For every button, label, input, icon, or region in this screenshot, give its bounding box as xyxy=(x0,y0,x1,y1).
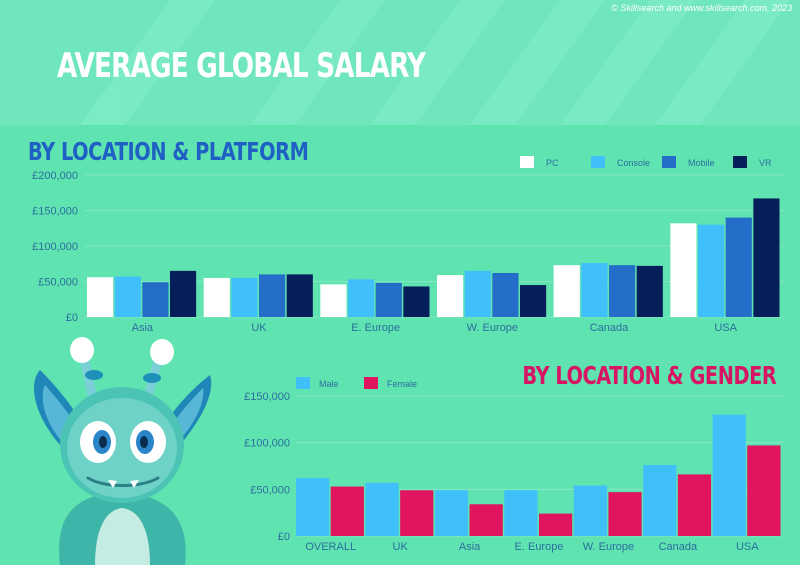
bar-e-europe-vr xyxy=(403,286,430,317)
bar-w-europe-pc xyxy=(437,275,464,317)
y-tick-label: £0 xyxy=(278,531,290,543)
y-tick-label: £50,000 xyxy=(250,484,290,496)
bar-usa-female xyxy=(747,445,781,536)
bar-e-europe-console xyxy=(348,279,375,317)
bar-w-europe-mobile xyxy=(492,272,519,317)
x-tick-label: USA xyxy=(714,322,737,334)
bar-e-europe-pc xyxy=(320,284,347,317)
bar-canada-pc xyxy=(553,265,580,317)
legend-label-vr: VR xyxy=(759,158,772,168)
x-tick-label: E. Europe xyxy=(515,541,564,553)
legend-label-female: Female xyxy=(387,379,417,389)
bar-e-europe-male xyxy=(504,490,538,536)
y-tick-label: £50,000 xyxy=(38,277,78,289)
legend-swatch-mobile xyxy=(662,156,676,168)
bar-w-europe-male xyxy=(573,485,607,536)
bar-uk-female xyxy=(400,490,434,536)
y-tick-label: £0 xyxy=(66,312,78,324)
bar-canada-female xyxy=(677,474,712,536)
bar-uk-male xyxy=(365,482,399,536)
bar-e-europe-mobile xyxy=(375,282,402,317)
bar-asia-mobile xyxy=(142,282,169,317)
bar-usa-vr xyxy=(753,198,780,317)
bar-canada-console xyxy=(581,263,608,317)
bar-w-europe-vr xyxy=(520,285,547,317)
y-tick-label: £150,000 xyxy=(244,391,290,403)
alien-mascot-illustration xyxy=(34,337,212,565)
page-title: AVERAGE GLOBAL SALARY xyxy=(57,46,426,86)
bar-overall-male xyxy=(296,478,330,536)
bar-canada-mobile xyxy=(609,265,636,317)
bar-usa-mobile xyxy=(725,217,752,317)
x-tick-label: Canada xyxy=(590,322,629,334)
y-tick-label: £100,000 xyxy=(32,241,78,253)
bar-asia-female xyxy=(469,504,503,536)
bar-usa-console xyxy=(698,224,725,317)
legend-swatch-female xyxy=(364,377,378,389)
bar-asia-male xyxy=(434,490,469,536)
bar-e-europe-female xyxy=(539,513,573,536)
bar-canada-male xyxy=(643,465,677,536)
bar-w-europe-female xyxy=(608,492,642,536)
bar-uk-mobile xyxy=(259,274,286,317)
x-tick-label: USA xyxy=(736,541,759,553)
x-tick-label: Canada xyxy=(659,541,698,553)
x-tick-label: Asia xyxy=(459,541,481,553)
legend-label-pc: PC xyxy=(546,158,559,168)
bar-asia-console xyxy=(114,276,141,317)
y-tick-label: £200,000 xyxy=(32,170,78,182)
legend-swatch-vr xyxy=(733,156,747,168)
legend-label-mobile: Mobile xyxy=(688,158,715,168)
bar-usa-male xyxy=(712,414,746,536)
x-tick-label: W. Europe xyxy=(467,322,518,334)
x-tick-label: E. Europe xyxy=(351,322,400,334)
bar-usa-pc xyxy=(670,223,697,317)
bar-uk-pc xyxy=(203,277,230,317)
bar-uk-vr xyxy=(286,274,313,317)
bar-overall-female xyxy=(330,486,364,536)
legend-label-console: Console xyxy=(617,158,650,168)
y-tick-label: £150,000 xyxy=(32,206,78,218)
bar-canada-vr xyxy=(636,265,663,317)
legend-swatch-male xyxy=(296,377,310,389)
legend-label-male: Male xyxy=(319,379,339,389)
platform-chart-title: BY LOCATION & PLATFORM xyxy=(28,137,309,166)
x-tick-label: W. Europe xyxy=(583,541,634,553)
x-tick-label: Asia xyxy=(132,322,154,334)
x-tick-label: OVERALL xyxy=(305,541,356,553)
bar-asia-pc xyxy=(87,277,114,317)
y-tick-label: £100,000 xyxy=(244,438,290,450)
gender-chart-title: BY LOCATION & GENDER xyxy=(522,361,776,390)
x-tick-label: UK xyxy=(251,322,267,334)
copyright-credit: © Skillsearch and www.skillsearch.com, 2… xyxy=(611,3,792,13)
bar-asia-vr xyxy=(170,270,197,317)
legend-swatch-pc xyxy=(520,156,534,168)
bar-uk-console xyxy=(231,277,258,317)
x-tick-label: UK xyxy=(393,541,409,553)
bar-w-europe-console xyxy=(464,270,491,317)
legend-swatch-console xyxy=(591,156,605,168)
